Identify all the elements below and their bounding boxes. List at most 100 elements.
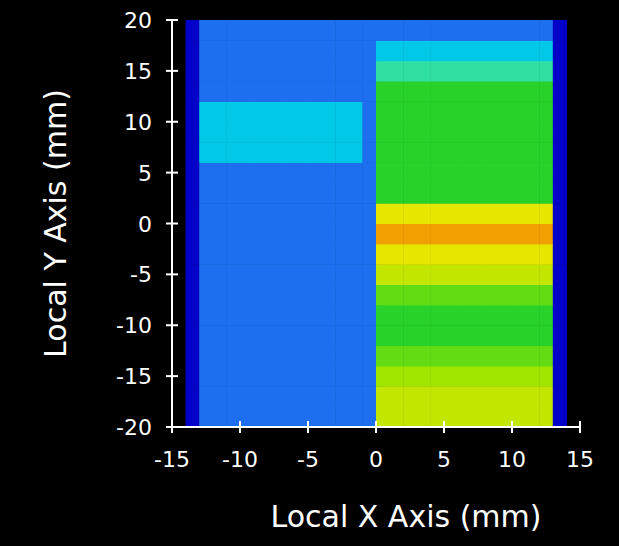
heatmap-cell [186, 142, 200, 163]
heatmap-cell [539, 264, 553, 285]
heatmap-cell [362, 183, 376, 204]
heatmap-cell [199, 386, 227, 407]
heatmap-cell [430, 61, 458, 82]
heatmap-cell [186, 305, 200, 326]
heatmap-cell [512, 203, 540, 224]
heatmap-cell [539, 244, 553, 265]
heatmap-cell [512, 346, 540, 367]
heatmap-cell [186, 81, 200, 102]
y-tick [166, 223, 178, 225]
heatmap-cell [539, 325, 553, 346]
heatmap-cell [186, 224, 200, 245]
heatmap-cell [376, 162, 404, 183]
heatmap-cell [458, 20, 486, 41]
heatmap-cell [403, 224, 431, 245]
heatmap-cell [376, 264, 404, 285]
heatmap-cell [186, 183, 200, 204]
heatmap-cell [376, 224, 404, 245]
heatmap-cell [376, 81, 404, 102]
heatmap-cell [281, 346, 309, 367]
heatmap-cell [376, 122, 404, 143]
heatmap-cell [254, 142, 282, 163]
heatmap-cell [430, 142, 458, 163]
heatmap-cell [458, 122, 486, 143]
heatmap-cell [308, 325, 336, 346]
heatmap-cell [335, 325, 363, 346]
heatmap-cell [226, 244, 254, 265]
heatmap-cell [281, 366, 309, 387]
heatmap-cell [186, 101, 200, 122]
heatmap-cell [335, 162, 363, 183]
heatmap-cell [485, 366, 513, 387]
heatmap-cell [308, 20, 336, 41]
heatmap-cell [226, 61, 254, 82]
heatmap-cell [281, 142, 309, 163]
heatmap-cell [362, 386, 376, 407]
heatmap-cell [403, 162, 431, 183]
heatmap-cell [226, 224, 254, 245]
x-tick [307, 421, 309, 433]
chart: -15-10-5051015-20-15-10-505101520Local X… [0, 0, 619, 546]
heatmap-cell [199, 40, 227, 61]
heatmap-cell [485, 40, 513, 61]
heatmap-cell [254, 81, 282, 102]
heatmap-cell [553, 325, 567, 346]
heatmap-cell [362, 285, 376, 306]
heatmap-cell [485, 101, 513, 122]
heatmap-cell [512, 285, 540, 306]
heatmap-cell [186, 162, 200, 183]
x-tick [579, 421, 581, 433]
background [0, 0, 619, 546]
heatmap-cell [403, 325, 431, 346]
heatmap-cell [553, 366, 567, 387]
heatmap-cell [485, 183, 513, 204]
heatmap-cell [430, 101, 458, 122]
heatmap-cell [512, 20, 540, 41]
heatmap-cell [376, 244, 404, 265]
x-tick-label: -15 [154, 447, 190, 472]
heatmap-cell [512, 325, 540, 346]
heatmap-cell [430, 122, 458, 143]
heatmap-cell [362, 61, 376, 82]
heatmap-cell [539, 224, 553, 245]
y-tick [166, 70, 178, 72]
heatmap-cell [199, 285, 227, 306]
heatmap-cell [403, 244, 431, 265]
heatmap-cell [186, 40, 200, 61]
heatmap-cell [539, 20, 553, 41]
heatmap-cell [199, 325, 227, 346]
heatmap-cell [308, 305, 336, 326]
heatmap-cell [553, 183, 567, 204]
heatmap-cell [254, 101, 282, 122]
y-tick-label: 5 [138, 161, 152, 186]
heatmap-cell [226, 162, 254, 183]
heatmap-cell [226, 122, 254, 143]
heatmap-cell [553, 81, 567, 102]
heatmap-cell [199, 142, 227, 163]
heatmap-cell [485, 305, 513, 326]
heatmap-cell [335, 20, 363, 41]
heatmap-cell [226, 20, 254, 41]
heatmap-cell [186, 366, 200, 387]
heatmap-cell [335, 101, 363, 122]
heatmap-cell [254, 407, 282, 427]
heatmap-cell [512, 81, 540, 102]
x-tick-label: 15 [566, 447, 594, 472]
heatmap-cell [254, 346, 282, 367]
heatmap-cell [553, 122, 567, 143]
heatmap-cell [308, 264, 336, 285]
heatmap-cell [362, 203, 376, 224]
heatmap-cell [362, 101, 376, 122]
heatmap-cell [376, 20, 404, 41]
x-tick [239, 421, 241, 433]
heatmap-cell [430, 366, 458, 387]
heatmap-cell [199, 101, 227, 122]
heatmap-cell [403, 386, 431, 407]
heatmap-cell [308, 183, 336, 204]
heatmap-cell [458, 40, 486, 61]
heatmap-cell [308, 203, 336, 224]
heatmap-cell [458, 264, 486, 285]
heatmap-cell [403, 20, 431, 41]
heatmap-cell [186, 346, 200, 367]
x-tick-label: 5 [437, 447, 451, 472]
